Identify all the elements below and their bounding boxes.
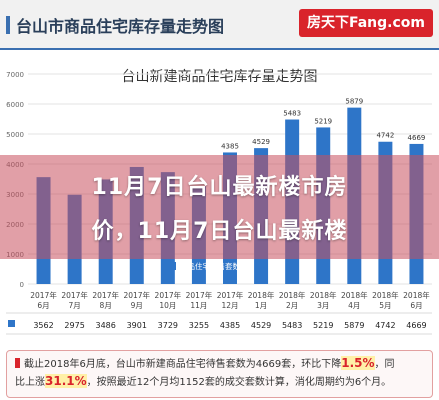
table-value: 3901 xyxy=(127,321,147,330)
x-tick-label: 11月 xyxy=(190,301,207,310)
headline-line-2: 价，11月7日台山最新楼 xyxy=(91,219,348,244)
table-value: 3729 xyxy=(158,321,178,330)
x-tick-label: 2018年 xyxy=(248,290,275,300)
header: 台山市商品住宅库存量走势图 房天下Fang.com xyxy=(0,0,439,50)
yoy-change-value: 31.1% xyxy=(45,374,87,388)
x-tick-label: 2017年 xyxy=(30,290,57,300)
y-tick-label: 0 xyxy=(20,281,24,289)
table-value: 3562 xyxy=(33,321,53,330)
summary-text-2: 比上涨 xyxy=(15,377,45,388)
brand-logo[interactable]: 房天下Fang.com xyxy=(298,9,433,37)
y-tick-label: 6000 xyxy=(6,101,24,109)
table-value: 5219 xyxy=(313,321,333,330)
legend-swatch xyxy=(168,262,176,270)
x-tick-label: 1月 xyxy=(255,301,267,310)
x-tick-label: 2017年 xyxy=(61,290,88,300)
table-value: 5879 xyxy=(344,321,364,330)
table-value: 4742 xyxy=(375,321,395,330)
x-tick-label: 2018年 xyxy=(279,290,306,300)
x-tick-label: 2月 xyxy=(286,301,298,310)
x-tick-label: 2018年 xyxy=(310,290,337,300)
header-title: 台山市商品住宅库存量走势图 xyxy=(16,17,225,36)
x-tick-label: 9月 xyxy=(131,301,143,310)
legend-swatch xyxy=(8,320,15,327)
x-tick-label: 3月 xyxy=(317,301,329,310)
data-label: 4669 xyxy=(408,134,426,142)
x-tick-label: 6月 xyxy=(410,301,422,310)
x-tick-label: 2017年 xyxy=(217,290,244,300)
x-tick-label: 2018年 xyxy=(341,290,368,300)
table-value: 3255 xyxy=(189,321,209,330)
summary-text-2b: ，按照最近12个月均1152套的成交套数计算，消化周期约为6个月。 xyxy=(86,377,392,388)
data-label: 5483 xyxy=(283,110,301,118)
x-tick-label: 5月 xyxy=(379,301,391,310)
x-tick-label: 2017年 xyxy=(186,290,213,300)
summary-marker-icon xyxy=(15,358,20,368)
y-tick-label: 5000 xyxy=(6,131,24,139)
summary-box: 截止2018年6月底，台山市新建商品住宅待售套数为4669套，环比下降1.5%，… xyxy=(6,350,433,398)
table-value: 4669 xyxy=(406,321,426,330)
summary-line-2: 比上涨31.1%，按照最近12个月均1152套的成交套数计算，消化周期约为6个月… xyxy=(15,373,430,391)
data-label: 5879 xyxy=(345,98,363,106)
y-tick-label: 7000 xyxy=(6,71,24,79)
table-value: 2975 xyxy=(64,321,84,330)
chart-title: 台山新建商品住宅库存量走势图 xyxy=(121,69,318,85)
header-accent-bar xyxy=(6,16,10,34)
x-tick-label: 12月 xyxy=(221,301,238,310)
x-tick-label: 2018年 xyxy=(372,290,399,300)
summary-text-1b: ，同 xyxy=(374,359,395,370)
data-label: 4529 xyxy=(252,138,270,146)
x-tick-label: 10月 xyxy=(159,301,176,310)
data-label: 5219 xyxy=(314,117,332,125)
table-value: 5483 xyxy=(282,321,302,330)
x-tick-label: 2017年 xyxy=(123,290,150,300)
headline-line-1: 11月7日台山最新楼市房 xyxy=(91,175,348,200)
headline-overlay: 11月7日台山最新楼市房 价，11月7日台山最新楼 xyxy=(0,155,439,259)
summary-line-1: 截止2018年6月底，台山市新建商品住宅待售套数为4669套，环比下降1.5%，… xyxy=(15,355,430,373)
x-tick-label: 2018年 xyxy=(403,290,430,300)
data-label: 4742 xyxy=(376,132,394,140)
x-tick-label: 2017年 xyxy=(155,290,182,300)
x-tick-label: 8月 xyxy=(100,301,112,310)
summary-text-1: 截止2018年6月底，台山市新建商品住宅待售套数为4669套，环比下降 xyxy=(24,359,342,370)
table-value: 4385 xyxy=(220,321,240,330)
x-tick-label: 2017年 xyxy=(92,290,119,300)
x-tick-label: 7月 xyxy=(68,301,80,310)
mom-change-value: 1.5% xyxy=(341,356,375,370)
table-value: 3486 xyxy=(96,321,116,330)
x-tick-label: 4月 xyxy=(348,301,360,310)
x-tick-label: 6月 xyxy=(37,301,49,310)
data-label: 4385 xyxy=(221,142,239,150)
table-value: 4529 xyxy=(251,321,271,330)
legend-label: 商品住宅待售套数 xyxy=(180,261,240,271)
